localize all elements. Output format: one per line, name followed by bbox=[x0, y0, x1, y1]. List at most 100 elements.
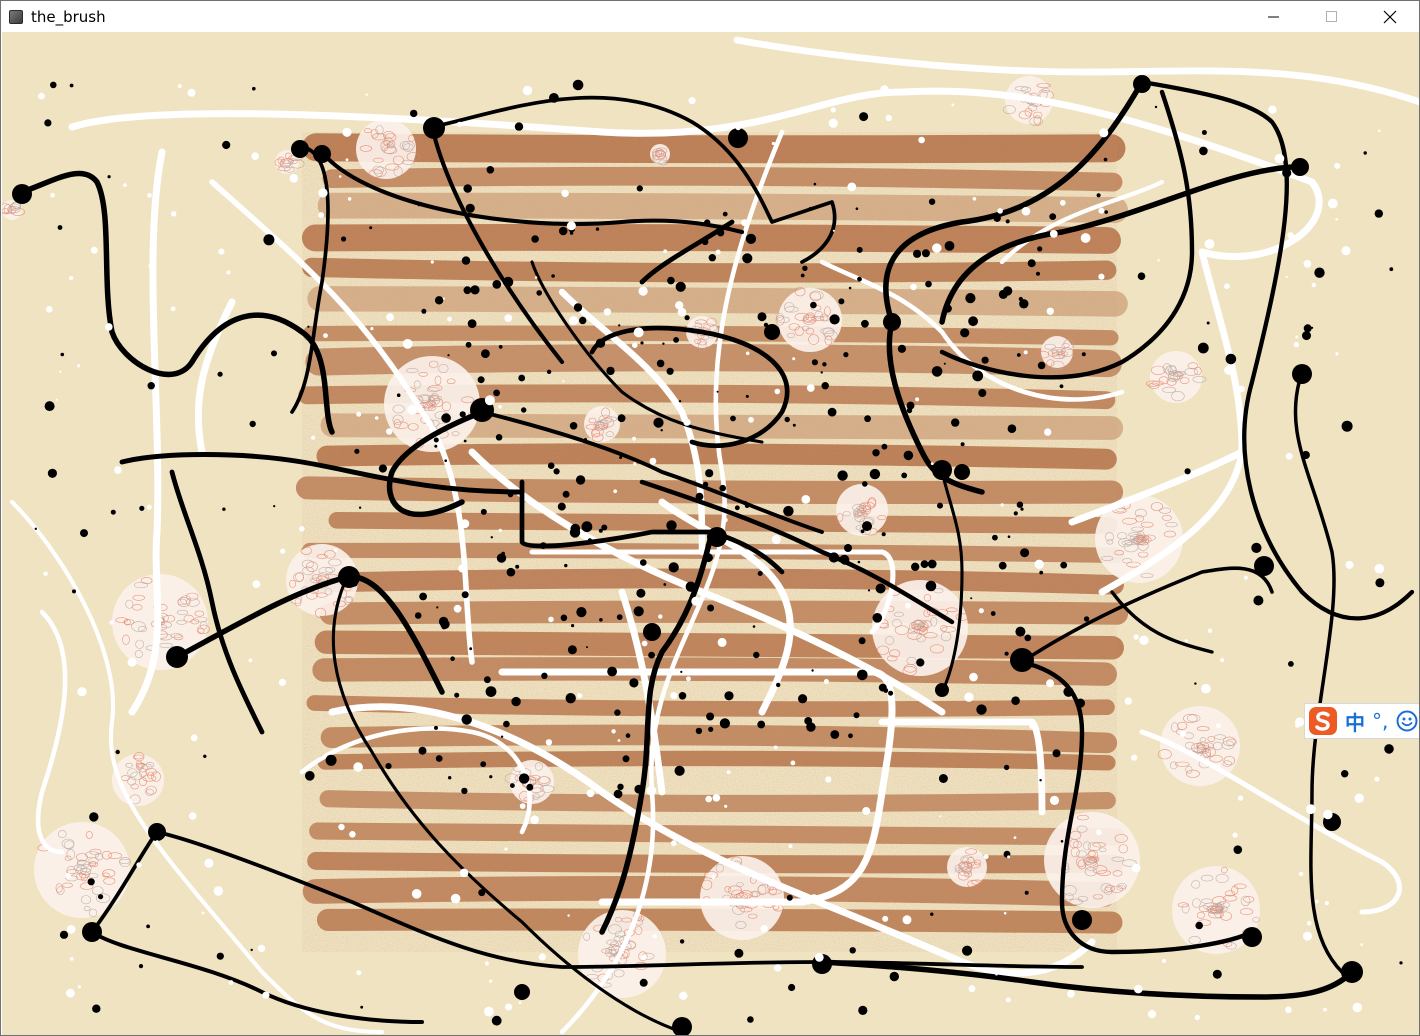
white-dot bbox=[484, 395, 495, 406]
bloom-petal bbox=[393, 166, 403, 177]
bloom-petal bbox=[652, 154, 667, 164]
black-dot bbox=[1288, 661, 1294, 667]
black-dot bbox=[1301, 450, 1310, 460]
sogou-s-icon[interactable] bbox=[1307, 705, 1339, 737]
white-dot bbox=[670, 692, 678, 700]
white-dot bbox=[522, 85, 533, 96]
white-dot bbox=[983, 854, 989, 860]
white-dot bbox=[70, 957, 74, 961]
white-dot bbox=[1306, 804, 1316, 815]
white-dot bbox=[1133, 634, 1139, 640]
black-dot bbox=[853, 712, 860, 719]
black-dot bbox=[469, 647, 473, 651]
paint-canvas[interactable] bbox=[2, 32, 1419, 1035]
bloom-petal bbox=[803, 316, 817, 324]
black-dot bbox=[822, 362, 827, 367]
black-dot bbox=[656, 359, 665, 368]
black-dot bbox=[695, 492, 704, 501]
white-dot bbox=[632, 342, 638, 349]
bloom-petal bbox=[1157, 749, 1172, 760]
bloom-petal bbox=[923, 594, 932, 602]
white-dot bbox=[338, 175, 342, 178]
white-dot bbox=[114, 466, 122, 474]
black-dot bbox=[441, 413, 451, 423]
white-dot bbox=[658, 614, 663, 619]
bloom-petal bbox=[613, 969, 625, 978]
white-dot bbox=[342, 127, 352, 137]
black-dot bbox=[634, 784, 644, 794]
bloom-petal bbox=[824, 335, 833, 346]
white-dot bbox=[43, 571, 48, 576]
black-dot bbox=[463, 184, 473, 193]
bloom-petal bbox=[300, 546, 312, 555]
white-dot bbox=[442, 297, 446, 300]
black-dot bbox=[419, 592, 427, 601]
bloom-petal bbox=[147, 771, 155, 780]
bloom-petal bbox=[1087, 841, 1101, 851]
close-button[interactable] bbox=[1361, 1, 1419, 32]
bloom-petal bbox=[776, 316, 790, 324]
black-dot bbox=[448, 776, 452, 780]
white-dot bbox=[538, 953, 547, 961]
black-dot bbox=[881, 532, 886, 537]
black-dot bbox=[859, 112, 869, 122]
black-dot bbox=[263, 234, 275, 246]
black-dot bbox=[678, 400, 682, 403]
maximize-button[interactable] bbox=[1303, 1, 1361, 32]
bloom-petal bbox=[876, 645, 890, 655]
black-dot bbox=[707, 604, 715, 612]
white-dot bbox=[641, 954, 647, 961]
black-dot bbox=[862, 481, 868, 487]
white-dot bbox=[177, 84, 182, 89]
black-dot bbox=[1020, 507, 1024, 511]
smiley-icon[interactable] bbox=[1396, 710, 1418, 732]
maximize-icon bbox=[1326, 10, 1337, 22]
black-dot bbox=[396, 393, 401, 398]
white-dot bbox=[771, 534, 781, 545]
white-dot bbox=[1157, 259, 1160, 262]
minimize-button[interactable] bbox=[1245, 1, 1303, 32]
bloom-petal bbox=[1185, 765, 1193, 774]
bloom-petal bbox=[381, 144, 397, 154]
title-bar[interactable]: the_brush bbox=[1, 1, 1419, 32]
white-dot bbox=[1224, 459, 1228, 463]
black-drip-line bbox=[599, 529, 715, 935]
white-dot bbox=[534, 276, 538, 279]
black-dot bbox=[978, 389, 987, 397]
bloom-petal bbox=[11, 207, 25, 216]
bloom-petal bbox=[1206, 905, 1220, 914]
bloom-petal bbox=[958, 861, 970, 871]
black-dot bbox=[493, 389, 500, 397]
white-dot bbox=[1204, 239, 1215, 249]
black-dot bbox=[1253, 595, 1264, 606]
white-dot bbox=[1287, 232, 1294, 239]
black-dot bbox=[674, 765, 685, 776]
bloom-petal bbox=[1064, 893, 1074, 901]
bloom-petal bbox=[132, 604, 143, 611]
white-dot bbox=[105, 323, 113, 331]
ime-mode-label[interactable]: 中 bbox=[1345, 710, 1366, 735]
ime-punct-label[interactable]: °, bbox=[1372, 709, 1389, 733]
bloom-petal bbox=[324, 588, 333, 596]
black-dot bbox=[216, 952, 224, 960]
bloom-petal bbox=[1117, 882, 1127, 889]
white-dot bbox=[66, 988, 75, 998]
black-dot bbox=[742, 253, 753, 264]
black-dot bbox=[569, 231, 574, 235]
bloom-petal bbox=[1172, 372, 1183, 380]
painting bbox=[2, 32, 1419, 1035]
black-dot bbox=[546, 369, 552, 374]
black-drip-line bbox=[331, 575, 684, 1034]
white-dot bbox=[968, 985, 976, 993]
bloom-petal bbox=[1220, 911, 1233, 921]
bloom-petal bbox=[85, 831, 93, 839]
bloom-petal bbox=[131, 621, 146, 632]
white-dot bbox=[356, 411, 362, 417]
black-splat bbox=[643, 623, 661, 641]
white-dot bbox=[885, 114, 892, 122]
black-dot bbox=[943, 362, 946, 365]
bloom-petal bbox=[383, 146, 398, 155]
ime-toolbar[interactable]: 中 °, bbox=[1304, 703, 1419, 739]
bloom-petal bbox=[183, 614, 195, 623]
black-splat bbox=[166, 646, 188, 668]
